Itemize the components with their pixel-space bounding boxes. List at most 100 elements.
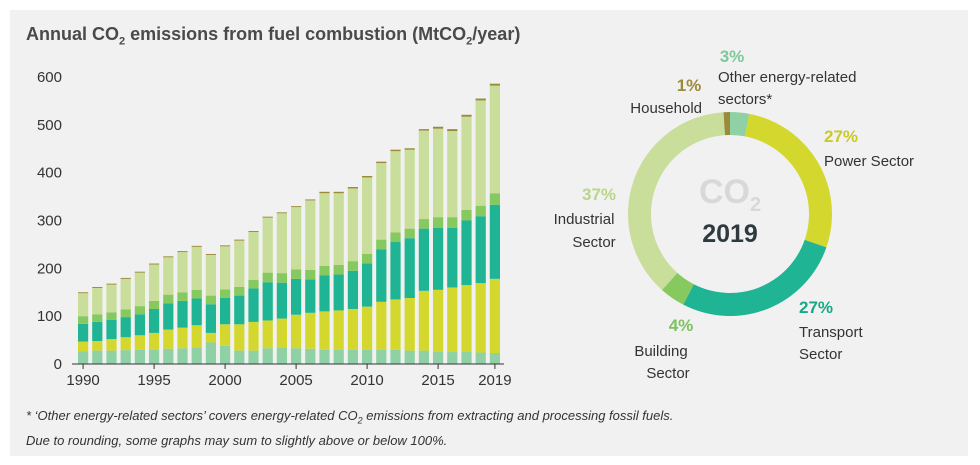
bar-segment-industrial — [205, 254, 217, 296]
bar-segment-building — [404, 228, 415, 239]
bar-segment-transport — [219, 297, 231, 325]
bar-segment-transport — [447, 227, 458, 288]
bar-segment-power — [432, 289, 444, 353]
bar-segment-power — [461, 285, 472, 353]
industrial-label-2: Sector — [572, 234, 615, 251]
bar-segment-power — [376, 301, 387, 350]
bar-segment-household — [376, 161, 387, 164]
bar-segment-industrial — [276, 213, 288, 274]
bar-segment-transport — [134, 314, 146, 336]
bar-segment-other-energy — [461, 352, 472, 364]
bar-segment-power — [361, 306, 373, 350]
bar-segment-industrial — [489, 85, 501, 194]
bar-segment-building — [177, 292, 188, 301]
bar-segment-building — [376, 239, 387, 250]
household-pct: 1% — [677, 76, 702, 95]
bar-segment-industrial — [447, 131, 458, 218]
bar-segment-other-energy — [148, 349, 160, 364]
bar-segment-building — [120, 309, 131, 318]
bar-segment-building — [290, 269, 302, 279]
bar-segment-transport — [205, 304, 217, 333]
bar-segment-industrial — [134, 272, 146, 307]
bar-segment-building — [333, 264, 344, 275]
bar-segment-industrial — [262, 217, 273, 273]
bar-segment-household — [134, 271, 146, 273]
bar-segment-industrial — [475, 100, 486, 206]
industrial-label-1: Industrial — [554, 211, 615, 228]
bar-segment-power — [177, 327, 188, 349]
bar-segment-transport — [418, 228, 430, 291]
transport-label-1: Transport — [799, 324, 863, 341]
bar-segment-building — [148, 300, 160, 309]
bar-segment-power — [148, 332, 160, 350]
x-tick-label: 2015 — [421, 372, 454, 389]
bar-segment-industrial — [106, 284, 117, 313]
bar-segment-transport — [148, 308, 160, 333]
bar-segment-transport — [106, 319, 117, 340]
bar-segment-transport — [120, 317, 131, 338]
chart-canvas: 0 100 200 300 400 500 600 1990 1995 2000 2005 2010… — [37, 47, 914, 389]
bar-segment-other-energy — [77, 351, 89, 364]
bar-segment-building — [319, 265, 330, 276]
bar-segment-other-energy — [333, 349, 344, 364]
bar-segment-other-energy — [205, 342, 217, 364]
bar-segment-power — [234, 324, 245, 351]
bar-segment-other-energy — [319, 349, 330, 364]
bar-segment-transport — [191, 298, 202, 326]
bar-segment-other-energy — [447, 352, 458, 364]
bar-segment-industrial — [148, 264, 160, 301]
bar-segment-industrial — [177, 252, 188, 293]
bar-segment-transport — [305, 279, 316, 313]
bar-segment-power — [92, 341, 103, 351]
bar-segment-household — [120, 277, 131, 279]
bar-segment-transport — [290, 278, 302, 315]
building-label-2: Sector — [646, 365, 689, 382]
bar-segment-power — [319, 311, 330, 350]
bar-segment-other-energy — [177, 348, 188, 364]
bar-segment-other-energy — [305, 348, 316, 364]
bar-segment-transport — [177, 300, 188, 328]
bar-segment-industrial — [219, 246, 231, 290]
bar-segment-industrial — [248, 231, 259, 280]
bar-segment-industrial — [418, 130, 430, 220]
bar-segment-household — [347, 187, 359, 189]
bar-segment-other-energy — [163, 348, 174, 364]
chart-title: Annual CO2 emissions from fuel combustio… — [26, 24, 521, 48]
bar-segment-transport — [333, 274, 344, 311]
bar-segment-building — [432, 217, 444, 228]
bar-segment-other-energy — [134, 349, 146, 364]
bar-segment-other-energy — [347, 349, 359, 364]
bar-segment-transport — [77, 323, 89, 342]
bar-segment-transport — [319, 275, 330, 312]
bar-segment-building — [262, 272, 273, 283]
bar-segment-household — [305, 199, 316, 201]
bar-segment-power — [404, 297, 415, 351]
bar-segment-building — [418, 219, 430, 229]
bar-segment-transport — [234, 295, 245, 325]
bar-segment-building — [163, 294, 174, 304]
bar-segment-building — [106, 312, 117, 320]
bar-segment-power — [489, 278, 501, 353]
bar-segment-industrial — [92, 287, 103, 315]
bar-segment-power — [290, 314, 302, 349]
bar-segment-transport — [92, 321, 103, 342]
y-tick-label: 0 — [54, 356, 62, 373]
bar-segment-other-energy — [106, 350, 117, 364]
bar-segment-other-energy — [191, 347, 202, 364]
bar-segment-household — [333, 191, 344, 194]
footnote: * ‘Other energy-related sectors’ covers … — [26, 406, 956, 451]
y-tick-label: 400 — [37, 165, 62, 182]
bar-segment-power — [248, 321, 259, 351]
bar-segment-household — [92, 286, 103, 288]
bar-segment-industrial — [432, 128, 444, 218]
bar-segment-other-energy — [276, 347, 288, 364]
y-tick-label: 500 — [37, 117, 62, 134]
bar-segment-power — [120, 337, 131, 351]
donut-slice-transport — [683, 239, 827, 317]
bar-segment-transport — [461, 220, 472, 286]
household-label: Household — [630, 100, 702, 117]
bar-segment-industrial — [347, 188, 359, 262]
bar-segment-building — [361, 253, 373, 264]
bar-segment-power — [106, 339, 117, 351]
bar-segment-building — [77, 316, 89, 324]
